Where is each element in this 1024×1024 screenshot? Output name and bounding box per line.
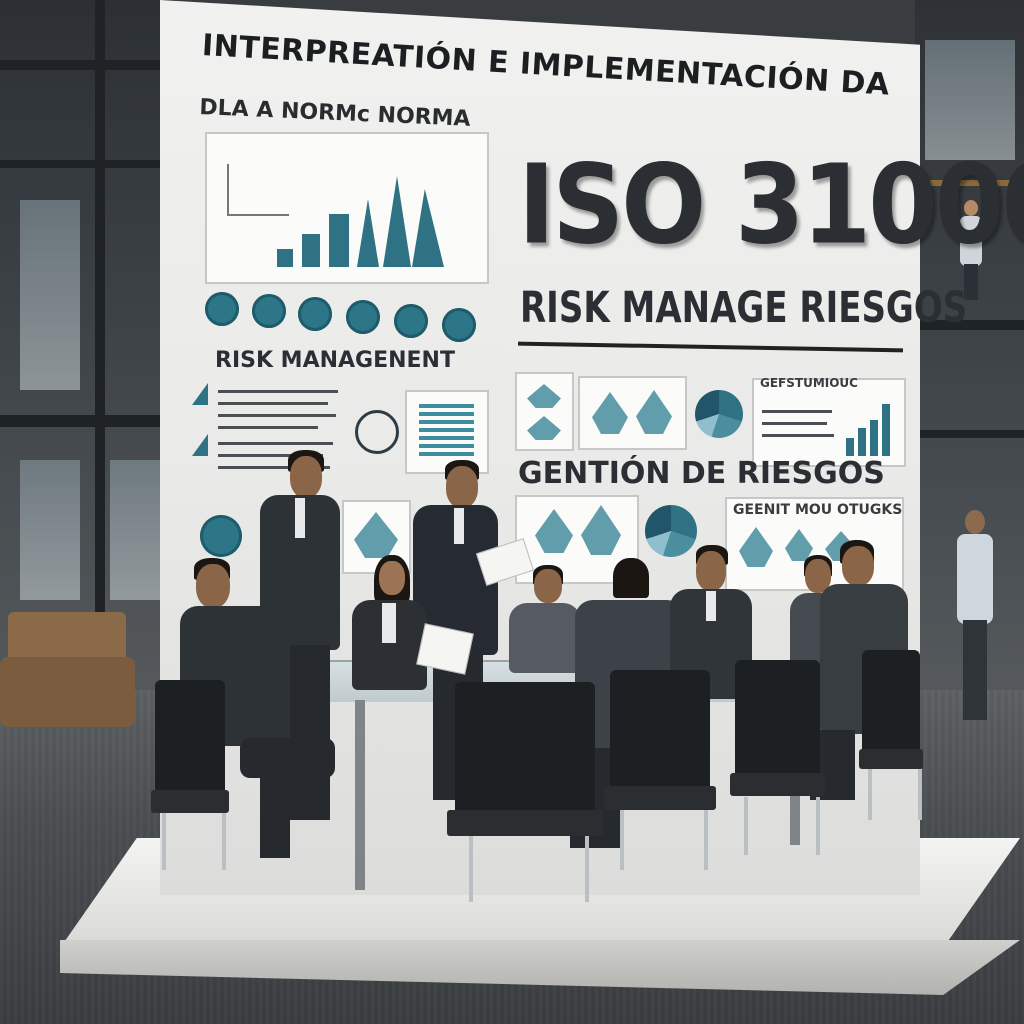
office-chair bbox=[858, 650, 924, 820]
sketch-panel bbox=[578, 376, 687, 450]
compass-icon bbox=[205, 292, 239, 326]
report-panel bbox=[752, 378, 906, 467]
text-line bbox=[218, 390, 338, 393]
iso-standard-number: ISO 31000 bbox=[518, 140, 1024, 269]
pyramid-icon bbox=[581, 505, 621, 555]
shield-icon bbox=[394, 304, 428, 338]
text-line bbox=[218, 414, 336, 417]
gestion-heading: GENTIÓN DE RIESGOS bbox=[518, 456, 885, 491]
text-line bbox=[218, 466, 330, 469]
window-pane bbox=[110, 460, 160, 600]
balcony-person bbox=[960, 200, 982, 300]
text-line bbox=[218, 442, 333, 445]
report-panel-heading: GEFSTUMIOUC bbox=[760, 376, 858, 390]
puzzle-icon bbox=[442, 308, 476, 342]
text-line bbox=[762, 422, 827, 425]
gear-icon bbox=[298, 297, 332, 331]
steel-beam bbox=[0, 160, 175, 168]
text-line bbox=[762, 434, 834, 437]
office-chair bbox=[446, 682, 604, 902]
document-panel bbox=[405, 390, 489, 474]
office-chair bbox=[604, 670, 716, 870]
chart-bar bbox=[858, 428, 866, 456]
pyramid-icon bbox=[535, 509, 573, 553]
eye-icon bbox=[200, 515, 242, 557]
sofa-seat bbox=[0, 657, 135, 727]
balcony-railing bbox=[915, 180, 1024, 186]
steel-column bbox=[95, 0, 105, 700]
text-line bbox=[218, 454, 323, 457]
boat-icon bbox=[527, 384, 561, 408]
office-chair bbox=[150, 680, 230, 870]
target-icon bbox=[252, 294, 286, 328]
warehouse-background-left bbox=[0, 0, 175, 700]
pie-chart-icon bbox=[695, 390, 743, 438]
pyramid-icon bbox=[354, 512, 398, 558]
clock-icon bbox=[355, 410, 399, 454]
chart-bar bbox=[870, 420, 878, 456]
text-line bbox=[218, 426, 318, 429]
chart-bar bbox=[329, 214, 349, 267]
chart-axis bbox=[227, 164, 289, 216]
text-line bbox=[762, 410, 832, 413]
risk-management-label: RISK MANAGENENT bbox=[215, 348, 455, 373]
standing-person-right bbox=[955, 510, 995, 720]
chart-peak bbox=[383, 176, 411, 267]
chart-bar bbox=[882, 404, 890, 456]
chart-peak bbox=[357, 199, 379, 267]
steel-beam bbox=[0, 415, 175, 427]
window-pane bbox=[20, 460, 80, 600]
chart-thumbnail bbox=[515, 372, 574, 451]
chart-bar bbox=[277, 249, 293, 267]
text-line bbox=[218, 402, 328, 405]
balcony-floor bbox=[915, 320, 1024, 330]
pie-chart-icon bbox=[645, 505, 697, 557]
pyramid-icon bbox=[636, 390, 672, 434]
seated-man-back bbox=[505, 565, 585, 675]
sofa bbox=[0, 612, 135, 727]
leaf-icon bbox=[346, 300, 380, 334]
office-chair bbox=[729, 660, 826, 855]
boat-icon bbox=[527, 416, 561, 440]
seated-woman bbox=[350, 555, 430, 805]
risk-management-heading: RISK MANAGE RIESGOS bbox=[520, 283, 968, 333]
glass-wall bbox=[925, 40, 1015, 160]
gestion-panel-heading: GEENIT MOU OTUGKS bbox=[733, 502, 903, 518]
document-icon bbox=[419, 404, 474, 456]
window-pane bbox=[20, 200, 80, 390]
stair-rail bbox=[915, 430, 1024, 438]
chart-bar bbox=[846, 438, 854, 456]
steel-beam bbox=[0, 60, 175, 70]
chart-bar bbox=[302, 234, 320, 267]
pyramid-icon bbox=[592, 392, 628, 434]
bar-chart-panel bbox=[205, 132, 489, 284]
table-leg bbox=[355, 700, 365, 890]
chart-peak bbox=[412, 189, 444, 267]
